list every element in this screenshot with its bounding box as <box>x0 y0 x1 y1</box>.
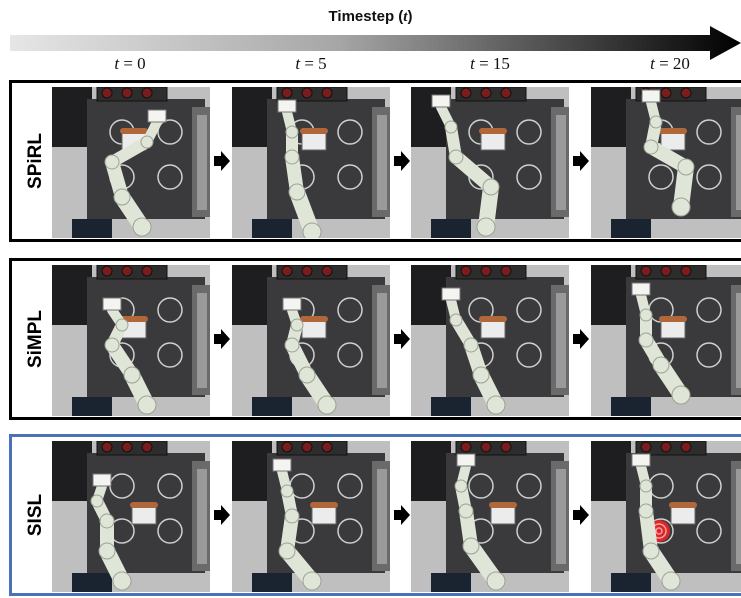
row-label-spirl: SPiRL <box>25 133 47 189</box>
step-arrow-icon <box>394 329 410 354</box>
timestep-title: Timestep (t) <box>328 8 413 25</box>
step-arrow-icon <box>214 329 230 354</box>
step-arrow-icon <box>394 151 410 176</box>
frame-spirl-1 <box>232 87 390 238</box>
timestep-gradient-arrow <box>10 26 741 60</box>
frame-sisl-0 <box>52 441 210 592</box>
step-arrow-icon <box>573 329 589 354</box>
time-label-3: t = 20 <box>650 54 690 73</box>
row-label-sisl: SISL <box>25 493 47 537</box>
time-label-1: t = 5 <box>295 54 327 73</box>
frame-simpl-3 <box>591 265 741 416</box>
timestep-title-word: Timestep <box>328 8 395 25</box>
frame-spirl-3 <box>591 87 741 238</box>
step-arrow-icon <box>214 505 230 530</box>
frame-simpl-0 <box>52 265 210 416</box>
step-arrow-icon <box>573 505 589 530</box>
frame-sisl-1 <box>232 441 390 592</box>
frame-simpl-2 <box>411 265 569 416</box>
step-arrow-icon <box>394 505 410 530</box>
time-label-2: t = 15 <box>470 54 510 73</box>
frame-sisl-3 <box>591 441 741 592</box>
step-arrow-icon <box>214 151 230 176</box>
row-spirl: SPiRL <box>9 80 741 242</box>
row-label-simpl: SiMPL <box>25 309 46 369</box>
time-label-0: t = 0 <box>114 54 146 73</box>
timestep-title-var: t <box>403 9 408 25</box>
frame-simpl-1 <box>232 265 390 416</box>
frame-spirl-0 <box>52 87 210 238</box>
row-simpl: SiMPL <box>9 258 741 420</box>
frame-sisl-2 <box>411 441 569 592</box>
step-arrow-icon <box>573 151 589 176</box>
frame-spirl-2 <box>411 87 569 238</box>
row-sisl: SISL <box>9 434 741 596</box>
